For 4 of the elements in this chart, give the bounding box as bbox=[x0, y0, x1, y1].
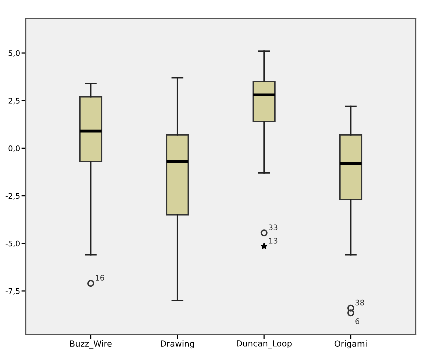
x-tick-label: Origami bbox=[334, 340, 367, 349]
x-tick-label: Drawing bbox=[161, 340, 194, 349]
x-tick-label: Buzz_Wire bbox=[70, 340, 112, 349]
x-tick-label: Duncan_Loop bbox=[237, 340, 292, 349]
